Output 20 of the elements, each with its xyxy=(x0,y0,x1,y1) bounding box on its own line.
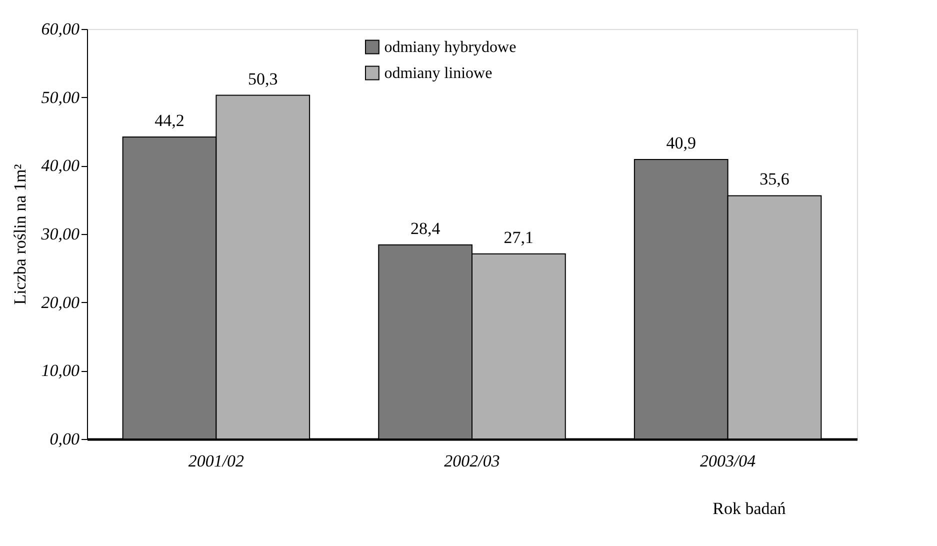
legend-label: odmiany liniowe xyxy=(384,65,492,82)
y-tick-label: 50,00 xyxy=(41,88,80,107)
data-label: 40,9 xyxy=(666,134,696,153)
y-tick-label: 10,00 xyxy=(41,361,80,380)
y-tick-label: 60,00 xyxy=(41,20,80,38)
y-tick-label: 0,00 xyxy=(50,430,80,448)
data-label: 50,3 xyxy=(248,69,278,88)
x-tick-label: 2001/02 xyxy=(188,452,245,470)
data-label: 27,1 xyxy=(504,228,534,247)
data-label: 35,6 xyxy=(760,170,790,189)
y-tick-label: 20,00 xyxy=(41,292,80,312)
legend-label: odmiany hybrydowe xyxy=(384,39,516,56)
y-tick-label: 40,00 xyxy=(41,156,80,176)
x-tick-label: 2002/03 xyxy=(444,452,500,470)
x-tick-label: 2003/04 xyxy=(700,452,756,470)
y-axis-title: Liczba roślin na 1m² xyxy=(10,164,30,305)
x-axis-title: Rok badań xyxy=(712,499,786,518)
data-label: 28,4 xyxy=(410,218,441,238)
data-label: 44,2 xyxy=(154,110,184,130)
y-tick-label: 30,00 xyxy=(40,224,80,244)
